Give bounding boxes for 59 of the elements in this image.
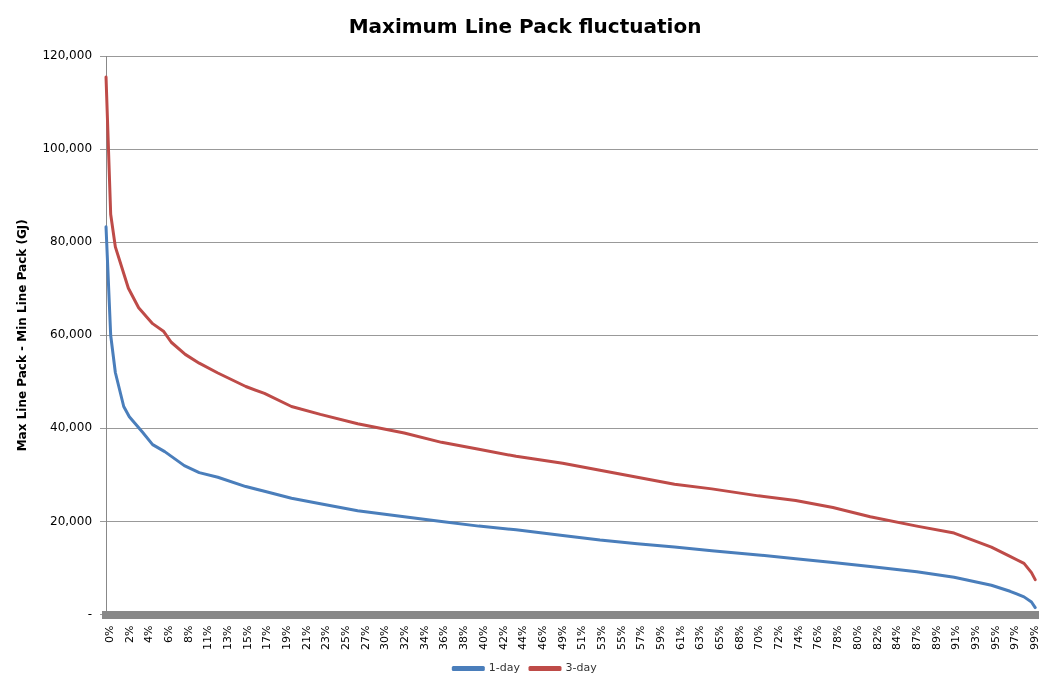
x-tick-label: 40% bbox=[476, 625, 490, 650]
x-tick-label: 30% bbox=[378, 625, 392, 650]
x-tick-label: 19% bbox=[280, 625, 294, 650]
x-tick-label: 42% bbox=[496, 625, 510, 650]
chart-title: Maximum Line Pack fluctuation bbox=[348, 14, 702, 39]
x-tick-label: 6% bbox=[161, 625, 175, 643]
x-tick-label: 4% bbox=[142, 625, 156, 643]
y-tick-label: 100,000 bbox=[42, 141, 93, 156]
y-tick-label: - bbox=[87, 606, 93, 621]
y-tick-label: 40,000 bbox=[50, 420, 93, 435]
y-tick-label: 80,000 bbox=[50, 234, 93, 249]
x-tick-label: 53% bbox=[594, 625, 608, 650]
x-tick-label: 27% bbox=[358, 625, 372, 650]
y-axis-title: Max Line Pack - Min Line Pack (GJ) bbox=[15, 219, 30, 452]
legend-label: 3-day bbox=[565, 661, 598, 675]
x-tick-label: 2% bbox=[122, 625, 136, 643]
x-tick-label: 49% bbox=[555, 625, 569, 650]
x-tick-label: 23% bbox=[319, 625, 333, 650]
x-tick-label: 84% bbox=[890, 625, 904, 650]
x-tick-label: 93% bbox=[968, 625, 982, 650]
x-tick-label: 68% bbox=[732, 625, 746, 650]
x-tick-label: 70% bbox=[752, 625, 766, 650]
x-tick-label: 34% bbox=[417, 625, 431, 650]
x-tick-label: 63% bbox=[693, 625, 707, 650]
x-tick-label: 95% bbox=[988, 625, 1002, 650]
x-tick-label: 44% bbox=[516, 625, 530, 650]
x-tick-label: 11% bbox=[201, 625, 215, 650]
x-tick-label: 36% bbox=[437, 625, 451, 650]
x-tick-label: 21% bbox=[299, 625, 313, 650]
x-tick-label: 87% bbox=[909, 625, 923, 650]
x-tick-label: 91% bbox=[949, 625, 963, 650]
x-tick-label: 38% bbox=[457, 625, 471, 650]
x-tick-label: 51% bbox=[575, 625, 589, 650]
x-tick-label: 25% bbox=[339, 625, 353, 650]
y-tick-label: 120,000 bbox=[42, 48, 93, 63]
x-tick-label: 99% bbox=[1027, 625, 1041, 650]
x-tick-label: 8% bbox=[181, 625, 195, 643]
x-tick-label: 89% bbox=[929, 625, 943, 650]
x-tick-label: 82% bbox=[870, 625, 884, 650]
x-tick-label: 65% bbox=[713, 625, 727, 650]
legend-label: 1-day bbox=[488, 661, 521, 675]
x-tick-label: 97% bbox=[1008, 625, 1022, 650]
x-tick-label: 17% bbox=[260, 625, 274, 650]
x-tick-label: 0% bbox=[102, 625, 116, 643]
y-tick-label: 60,000 bbox=[50, 327, 93, 342]
x-tick-label: 72% bbox=[772, 625, 786, 650]
x-tick-label: 74% bbox=[791, 625, 805, 650]
x-tick-label: 13% bbox=[220, 625, 234, 650]
x-tick-label: 46% bbox=[535, 625, 549, 650]
x-tick-label: 15% bbox=[240, 625, 254, 650]
x-tick-label: 76% bbox=[811, 625, 825, 650]
x-tick-label: 57% bbox=[634, 625, 648, 650]
x-tick-label: 78% bbox=[831, 625, 845, 650]
x-tick-label: 59% bbox=[654, 625, 668, 650]
x-tick-label: 61% bbox=[673, 625, 687, 650]
x-tick-label: 80% bbox=[850, 625, 864, 650]
y-tick-label: 20,000 bbox=[50, 513, 93, 528]
x-tick-label: 55% bbox=[614, 625, 628, 650]
x-tick-label: 32% bbox=[398, 625, 412, 650]
